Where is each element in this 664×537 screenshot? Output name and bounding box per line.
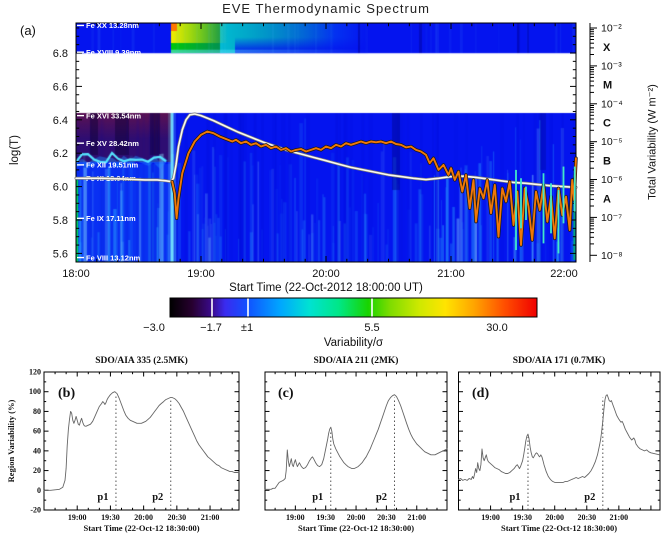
svg-text:10⁻⁵: 10⁻⁵ xyxy=(601,136,623,148)
svg-text:6.0: 6.0 xyxy=(53,182,68,194)
panel-d-x-axis-title: Start Time (22-Oct-12 18:30:00) xyxy=(500,523,618,533)
svg-text:p2: p2 xyxy=(376,492,387,503)
svg-text:120: 120 xyxy=(29,368,41,377)
svg-text:19:00: 19:00 xyxy=(68,513,87,522)
svg-text:6.4: 6.4 xyxy=(53,115,68,127)
eve-orange-curve xyxy=(170,129,578,247)
teal-tail-segments xyxy=(515,166,576,254)
figure-title: EVE Thermodynamic Spectrum xyxy=(222,1,430,16)
svg-text:M: M xyxy=(603,80,612,92)
svg-text:5.6: 5.6 xyxy=(53,248,68,260)
panel-a-axes: 18:00 19:00 20:00 21:00 22:00 6.8 6.6 6.4 6.2 6.0… xyxy=(53,22,578,280)
panel-c-x-axis-title: Start Time (22-Oct-12 18:30:00) xyxy=(297,523,415,533)
svg-text:Fe XVIII 9.39nm: Fe XVIII 9.39nm xyxy=(86,48,141,57)
svg-text:21:00: 21:00 xyxy=(201,513,220,522)
svg-text:Fe IX 17.11nm: Fe IX 17.11nm xyxy=(86,214,136,223)
svg-text:Fe XV 28.42nm: Fe XV 28.42nm xyxy=(86,139,139,148)
spectral-line-labels: Fe XX 13.28nm Fe XVIII 9.39nm Fe XVI 33.54… xyxy=(77,21,141,262)
svg-text:Fe XX 13.28nm: Fe XX 13.28nm xyxy=(86,21,139,30)
svg-text:100: 100 xyxy=(29,387,41,396)
right-axis-title: Total Variability (W m⁻²) xyxy=(646,84,659,200)
svg-text:40: 40 xyxy=(33,446,41,455)
svg-text:10⁻⁶: 10⁻⁶ xyxy=(601,174,623,186)
svg-text:22:00: 22:00 xyxy=(550,268,578,280)
svg-text:18:00: 18:00 xyxy=(62,268,90,280)
panel-a-x-axis-title: Start Time (22-Oct-2012 18:00:00 UT) xyxy=(229,282,423,294)
svg-text:19:30: 19:30 xyxy=(101,513,120,522)
svg-text:6.6: 6.6 xyxy=(53,81,68,93)
svg-text:19:30: 19:30 xyxy=(513,513,532,522)
panel-a-y-axis-title: log(T) xyxy=(9,134,21,166)
svg-text:20:00: 20:00 xyxy=(347,513,366,522)
svg-text:X: X xyxy=(603,42,611,54)
svg-text:Fe XII 19.51nm: Fe XII 19.51nm xyxy=(86,161,138,170)
svg-text:C: C xyxy=(603,118,611,130)
svg-text:B: B xyxy=(603,155,611,167)
svg-text:10⁻³: 10⁻³ xyxy=(601,60,622,72)
svg-text:6.8: 6.8 xyxy=(53,48,68,60)
svg-text:−3.0: −3.0 xyxy=(143,322,165,334)
goes-white-curve xyxy=(74,112,578,189)
svg-text:10⁻⁸: 10⁻⁸ xyxy=(601,250,623,262)
panel-c: 19:00 19:30 20:00 20:30 21:00 p1 p2 xyxy=(264,371,448,522)
panel-d-letter: (d) xyxy=(472,386,490,401)
right-variability-axis: 10⁻² 10⁻³ 10⁻⁴ 10⁻⁵ 10⁻⁶ 10⁻⁷ 10⁻⁸ X M C B A xyxy=(589,23,623,262)
panel-b-x-axis-title: Start Time (22-Oct-12 18:30:00) xyxy=(83,523,200,533)
svg-text:19:00: 19:00 xyxy=(286,513,305,522)
svg-text:10⁻²: 10⁻² xyxy=(601,23,622,35)
svg-text:20:00: 20:00 xyxy=(312,268,340,280)
svg-text:A: A xyxy=(603,193,611,205)
svg-text:21:00: 21:00 xyxy=(437,268,465,280)
svg-text:Fe XVI 33.54nm: Fe XVI 33.54nm xyxy=(86,111,141,120)
svg-text:19:00: 19:00 xyxy=(481,513,500,522)
svg-text:21:00: 21:00 xyxy=(407,513,426,522)
panel-b-y-axis-title: Region Variability (%) xyxy=(6,399,16,483)
svg-text:20:00: 20:00 xyxy=(134,513,153,522)
svg-text:20:00: 20:00 xyxy=(545,513,564,522)
svg-text:60: 60 xyxy=(33,427,41,436)
svg-text:0: 0 xyxy=(37,486,41,495)
svg-text:p2: p2 xyxy=(152,492,163,503)
svg-text:-20: -20 xyxy=(30,506,41,515)
panel-c-title: SDO/AIA 211 (2MK) xyxy=(313,356,399,366)
panel-d-title: SDO/AIA 171 (0.7MK) xyxy=(512,356,606,366)
svg-text:19:30: 19:30 xyxy=(316,513,335,522)
svg-text:21:00: 21:00 xyxy=(610,513,629,522)
svg-text:Fe VIII 13.12nm: Fe VIII 13.12nm xyxy=(86,253,141,262)
panel-b-title: SDO/AIA 335 (2.5MK) xyxy=(95,356,188,366)
svg-text:−1.7: −1.7 xyxy=(200,322,222,334)
svg-text:20:30: 20:30 xyxy=(577,513,596,522)
panel-b-letter: (b) xyxy=(58,386,76,401)
svg-text:20:30: 20:30 xyxy=(377,513,396,522)
svg-text:10⁻⁷: 10⁻⁷ xyxy=(601,212,622,224)
svg-text:19:00: 19:00 xyxy=(187,268,215,280)
svg-text:p1: p1 xyxy=(509,492,520,503)
svg-text:10⁻⁴: 10⁻⁴ xyxy=(601,98,623,110)
svg-text:20: 20 xyxy=(33,466,41,475)
svg-text:80: 80 xyxy=(33,407,41,416)
panel-b: 19:00 19:30 20:00 20:30 21:00 120 100 80 60 40 20 0… xyxy=(29,368,240,522)
svg-text:5.5: 5.5 xyxy=(364,322,379,334)
svg-text:20:30: 20:30 xyxy=(168,513,187,522)
colorbar-title: Variability/σ xyxy=(323,337,384,349)
panel-c-letter: (c) xyxy=(278,386,294,401)
svg-text:5.8: 5.8 xyxy=(53,215,68,227)
colorbar-gradient xyxy=(169,297,538,318)
svg-text:±1: ±1 xyxy=(241,322,253,334)
colorbar: −3.0 −1.7 ±1 5.5 30.0 xyxy=(143,297,538,334)
svg-text:30.0: 30.0 xyxy=(486,322,507,334)
svg-text:p1: p1 xyxy=(97,492,108,503)
svg-text:p1: p1 xyxy=(312,492,323,503)
svg-text:p2: p2 xyxy=(584,492,595,503)
panel-d: 19:00 19:30 20:00 20:30 21:00 p1 p2 xyxy=(458,371,661,522)
svg-text:6.2: 6.2 xyxy=(53,148,68,160)
panel-a-letter: (a) xyxy=(20,23,36,38)
